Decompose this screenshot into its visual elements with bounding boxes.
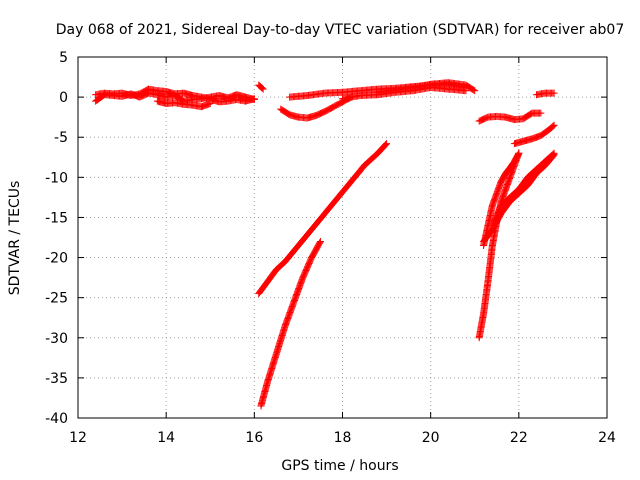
data-points — [92, 79, 558, 410]
data-point — [550, 89, 558, 97]
data-point — [258, 84, 266, 92]
data-point — [537, 109, 545, 117]
x-tick-label: 16 — [245, 430, 263, 446]
data-point — [548, 123, 556, 131]
data-point — [383, 140, 391, 148]
x-tick-label: 12 — [69, 430, 87, 446]
y-tick-label: -5 — [54, 130, 68, 146]
y-tick-label: -15 — [45, 210, 68, 226]
y-tick-label: -35 — [45, 371, 68, 387]
data-point — [316, 238, 324, 246]
x-tick-label: 24 — [598, 430, 616, 446]
data-point — [550, 151, 558, 159]
data-point — [514, 150, 522, 158]
y-tick-label: -20 — [45, 251, 68, 267]
y-tick-label: -40 — [45, 411, 68, 427]
data-point — [206, 100, 214, 108]
y-tick-label: 0 — [59, 90, 68, 106]
series-trace — [153, 97, 214, 111]
chart-title: Day 068 of 2021, Sidereal Day-to-day VTE… — [56, 22, 625, 38]
data-point — [471, 87, 479, 95]
axis-ticks: 12 14 16 18 20 22 24 5 0 -5 -10 -15 -20 -25 -30 -35 -40 — [45, 50, 616, 446]
x-tick-label: 18 — [334, 430, 352, 446]
data-point — [381, 141, 389, 149]
x-tick-label: 22 — [510, 430, 528, 446]
y-axis-label: SDTVAR / TECUs — [7, 181, 23, 296]
data-point — [382, 141, 390, 149]
series-trace — [257, 238, 324, 410]
x-tick-label: 20 — [422, 430, 440, 446]
data-point — [549, 122, 557, 130]
data-point — [549, 152, 557, 160]
plot-frame — [77, 56, 608, 419]
series-trace — [255, 140, 391, 298]
y-tick-label: -10 — [45, 170, 68, 186]
y-tick-label: 5 — [59, 50, 68, 66]
series-trace — [532, 89, 558, 99]
data-point — [316, 239, 324, 247]
y-tick-label: -25 — [45, 291, 68, 307]
data-point — [550, 121, 558, 129]
data-point — [470, 86, 478, 94]
x-tick-label: 14 — [157, 430, 175, 446]
data-point — [257, 83, 265, 91]
series-trace — [277, 93, 355, 122]
y-tick-label: -30 — [45, 331, 68, 347]
data-point — [259, 85, 267, 93]
series-trace — [475, 109, 545, 125]
series-trace — [374, 79, 479, 96]
series-trace — [255, 81, 267, 93]
data-point — [250, 95, 258, 103]
series-trace — [92, 85, 258, 106]
series-trace — [480, 151, 558, 246]
x-axis-label: GPS time / hours — [281, 458, 398, 474]
series-trace — [510, 121, 558, 148]
data-point — [515, 149, 523, 157]
grid-lines — [78, 57, 607, 418]
